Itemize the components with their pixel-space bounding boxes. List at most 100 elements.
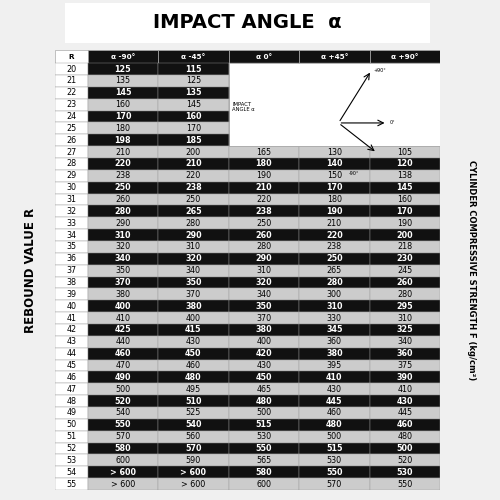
Bar [88, 324, 158, 336]
Text: 340: 340 [398, 338, 412, 346]
Bar [299, 430, 370, 442]
Text: 430: 430 [396, 396, 413, 406]
Bar [299, 419, 370, 430]
Text: 0°: 0° [390, 120, 395, 126]
Bar [228, 348, 299, 360]
Bar [370, 324, 440, 336]
Bar [55, 407, 88, 419]
Bar [55, 384, 88, 395]
Text: 51: 51 [66, 432, 76, 441]
Bar [228, 122, 299, 134]
Text: 330: 330 [327, 314, 342, 322]
Text: 310: 310 [256, 266, 272, 275]
Bar [299, 99, 370, 110]
Text: IMPACT
ANGLE α: IMPACT ANGLE α [232, 102, 255, 112]
Text: 310: 310 [186, 242, 201, 252]
Bar [55, 478, 88, 490]
Bar [370, 218, 440, 229]
Text: 145: 145 [396, 183, 413, 192]
Bar [158, 348, 228, 360]
Bar [158, 87, 228, 99]
Bar [370, 372, 440, 384]
Text: 480: 480 [398, 432, 412, 441]
Bar [228, 407, 299, 419]
Text: 400: 400 [186, 314, 201, 322]
Bar [55, 87, 88, 99]
Bar [228, 75, 299, 87]
Text: 340: 340 [256, 290, 272, 299]
Text: 250: 250 [186, 195, 201, 204]
Text: 28: 28 [66, 160, 76, 168]
Text: 430: 430 [186, 338, 201, 346]
Text: 120: 120 [396, 160, 413, 168]
Bar [55, 264, 88, 276]
Text: 325: 325 [396, 326, 413, 334]
Text: 33: 33 [66, 219, 76, 228]
Text: 24: 24 [66, 112, 76, 121]
Text: α -90°: α -90° [111, 54, 135, 60]
Bar [370, 360, 440, 372]
Bar [158, 312, 228, 324]
Text: 45: 45 [66, 361, 76, 370]
Bar [55, 170, 88, 182]
Text: 310: 310 [326, 302, 342, 310]
Bar [370, 395, 440, 407]
Text: 430: 430 [327, 384, 342, 394]
Text: 290: 290 [185, 230, 202, 239]
Text: > 600: > 600 [182, 480, 206, 488]
Text: 180: 180 [327, 195, 342, 204]
Bar [370, 348, 440, 360]
Bar [158, 430, 228, 442]
Bar [228, 241, 299, 253]
Text: 170: 170 [114, 112, 131, 121]
Text: 370: 370 [256, 314, 272, 322]
Bar [370, 419, 440, 430]
Text: 590: 590 [186, 456, 201, 465]
Bar [158, 360, 228, 372]
Text: 210: 210 [256, 183, 272, 192]
Text: 250: 250 [326, 254, 342, 264]
Bar [370, 63, 440, 75]
Bar [299, 110, 370, 122]
Bar [370, 312, 440, 324]
Text: 570: 570 [326, 480, 342, 488]
Bar [158, 466, 228, 478]
Text: 340: 340 [186, 266, 201, 275]
Text: 370: 370 [186, 290, 201, 299]
Text: 220: 220 [256, 195, 272, 204]
Text: 530: 530 [256, 432, 272, 441]
Bar [228, 384, 299, 395]
Bar [158, 384, 228, 395]
Bar [228, 50, 299, 63]
Text: 35: 35 [66, 242, 76, 252]
Text: 50: 50 [66, 420, 76, 430]
Text: 445: 445 [397, 408, 412, 418]
Bar [299, 348, 370, 360]
Bar [299, 288, 370, 300]
Bar [158, 264, 228, 276]
Text: 450: 450 [256, 373, 272, 382]
Bar [228, 87, 299, 99]
Bar [88, 63, 158, 75]
Bar [228, 442, 299, 454]
Text: 540: 540 [116, 408, 130, 418]
Bar [299, 134, 370, 146]
Bar [158, 75, 228, 87]
Bar [158, 478, 228, 490]
Text: 500: 500 [256, 408, 272, 418]
Bar [228, 395, 299, 407]
Text: 465: 465 [256, 384, 272, 394]
Bar [299, 454, 370, 466]
Bar [299, 384, 370, 395]
Text: 440: 440 [116, 338, 130, 346]
Bar [158, 276, 228, 288]
Text: 375: 375 [397, 361, 412, 370]
Text: 245: 245 [397, 266, 412, 275]
Text: 130: 130 [327, 148, 342, 156]
Text: 310: 310 [114, 230, 131, 239]
Bar [370, 110, 440, 122]
Bar [88, 372, 158, 384]
Bar [88, 122, 158, 134]
Bar [88, 206, 158, 218]
Bar [299, 253, 370, 264]
